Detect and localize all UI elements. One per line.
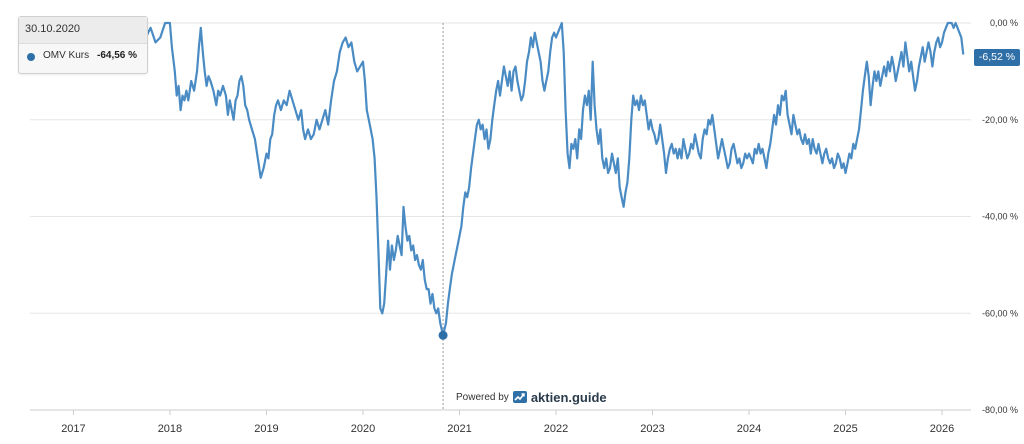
tooltip-date: 30.10.2020 [25, 23, 81, 35]
x-tick-label: 2021 [447, 423, 471, 435]
tooltip-series-name: OMV Kurs [43, 50, 90, 61]
x-tick-label: 2026 [930, 423, 954, 435]
x-tick-label: 2018 [158, 423, 182, 435]
series-marker-icon [27, 53, 35, 61]
x-tick-label: 2017 [61, 423, 85, 435]
chart-tooltip: 30.10.2020 OMV Kurs -64,56 % [18, 16, 148, 74]
powered-by-branding[interactable]: Powered by aktien.guide [456, 388, 607, 406]
series-line-omv-kurs[interactable] [31, 21, 965, 337]
y-tick-label: 0,00 % [990, 18, 1018, 28]
x-tick-label: 2024 [737, 423, 761, 435]
y-tick-label: -40,00 % [982, 212, 1018, 222]
x-axis-ticks: 2017 2018 2019 2020 2021 2022 2023 2024 2025 2026 [61, 410, 954, 435]
powered-by-text: Powered by [456, 391, 509, 403]
grid-lines [30, 22, 971, 411]
brand-name: aktien.guide [530, 389, 607, 405]
x-tick-label: 2020 [351, 423, 375, 435]
trend-up-icon [512, 391, 527, 403]
tooltip-value: -64,56 % [97, 50, 138, 61]
y-tick-label: -60,00 % [982, 308, 1018, 318]
x-tick-label: 2023 [640, 423, 664, 435]
x-tick-label: 2025 [833, 423, 857, 435]
x-tick-label: 2019 [254, 423, 278, 435]
tooltip-header: 30.10.2020 [19, 17, 147, 44]
x-tick-label: 2022 [544, 423, 568, 435]
y-tick-label: -20,00 % [982, 115, 1018, 125]
last-value-badge: -6,52 % [974, 49, 1020, 66]
y-axis-ticks: 0,00 % -20,00 % -40,00 % -60,00 % -80,00 % [982, 18, 1018, 415]
y-tick-label: -80,00 % [982, 405, 1018, 415]
hover-point[interactable] [438, 330, 448, 340]
